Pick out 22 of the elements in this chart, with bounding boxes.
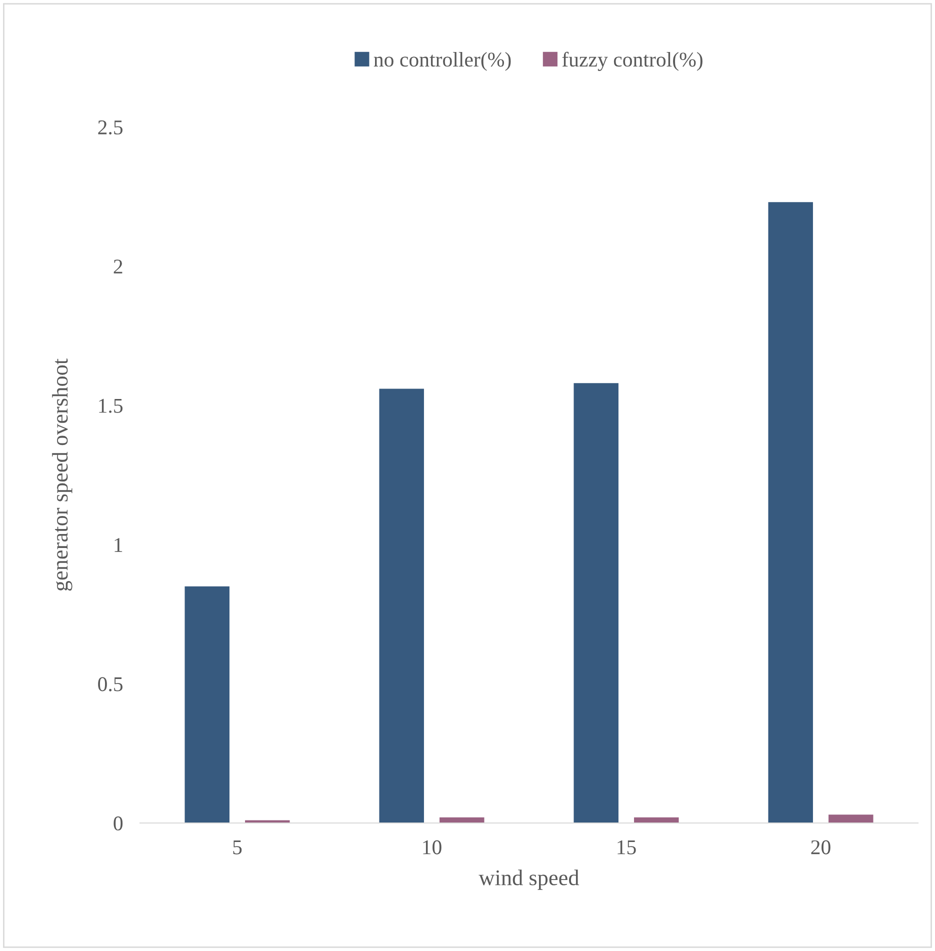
y-tick-label: 2 [114,260,122,274]
bar [440,817,484,823]
x-tick-label: 20 [811,840,830,854]
bar [828,814,874,823]
y-tick-label: 2.5 [98,120,123,135]
x-axis-title: wind speed [478,870,580,890]
bar [379,388,424,823]
y-tick-label: 0 [114,816,123,830]
x-tick-label: 10 [423,840,442,854]
y-axis-title: generator speed overshoot [52,358,72,591]
x-tick-label: 5 [233,840,242,854]
y-tick-label: 1 [114,538,122,552]
legend-label: fuzzy control(%) [562,52,702,71]
bar [768,202,813,823]
bar [634,817,679,823]
y-tick-label: 0.5 [98,677,123,692]
y-tick-label: 1.5 [99,398,123,413]
x-tick-label: 15 [618,840,636,854]
bar [245,820,290,823]
legend-label: no controller(%) [374,52,511,71]
bar [184,586,230,823]
bar [574,383,618,823]
